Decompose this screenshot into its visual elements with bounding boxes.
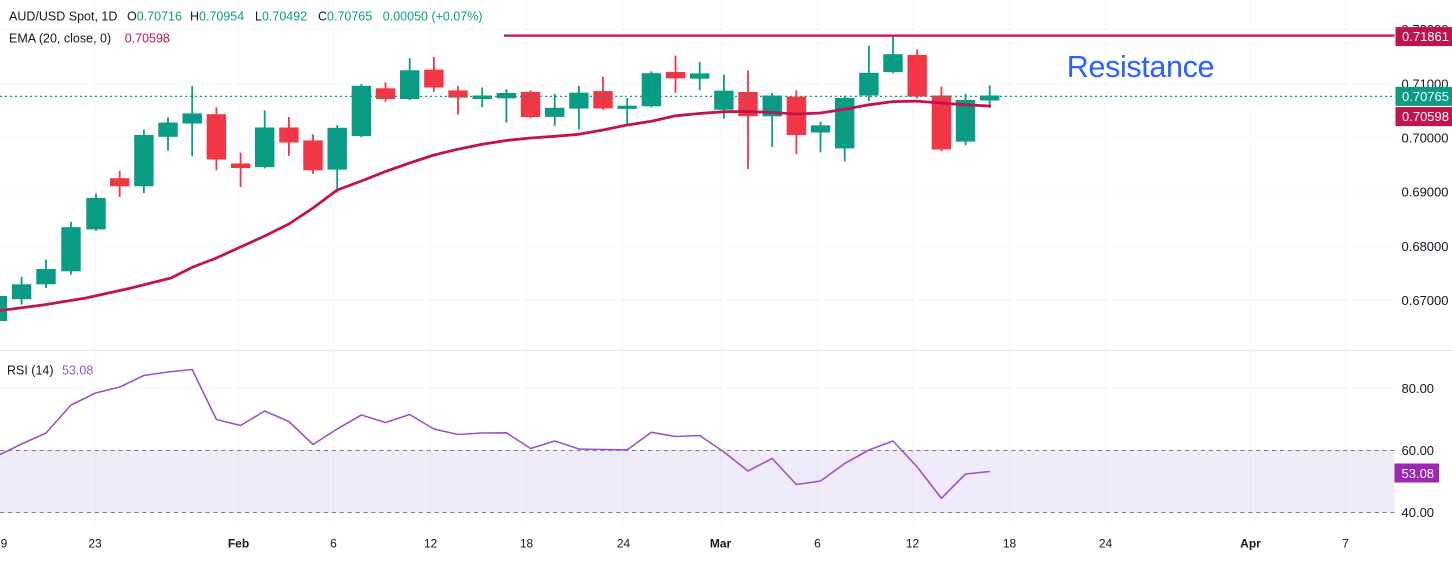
svg-text:9: 9	[1, 537, 8, 551]
svg-text:0.68000: 0.68000	[1402, 239, 1449, 254]
svg-text:18: 18	[520, 537, 534, 551]
svg-text:6: 6	[814, 537, 821, 551]
svg-text:Resistance: Resistance	[1067, 50, 1214, 84]
svg-text:12: 12	[424, 537, 438, 551]
svg-text:24: 24	[617, 537, 631, 551]
svg-text:0.70000: 0.70000	[1402, 130, 1449, 145]
svg-text:23: 23	[88, 537, 102, 551]
svg-text:Apr: Apr	[1240, 537, 1261, 551]
svg-text:80.00: 80.00	[1402, 381, 1435, 396]
svg-text:Feb: Feb	[228, 537, 249, 551]
svg-text:7: 7	[1342, 537, 1349, 551]
svg-text:24: 24	[1099, 537, 1113, 551]
svg-text:18: 18	[1003, 537, 1017, 551]
svg-text:EMA (20, close, 0): EMA (20, close, 0)	[9, 32, 111, 46]
svg-text:60.00: 60.00	[1402, 443, 1435, 458]
svg-text:40.00: 40.00	[1402, 505, 1435, 520]
svg-text:C0.70765: C0.70765	[318, 9, 372, 23]
svg-text:53.08: 53.08	[62, 364, 93, 378]
svg-text:53.08: 53.08	[1402, 466, 1435, 481]
svg-text:O0.70716: O0.70716	[127, 9, 182, 23]
svg-text:0.00050 (+0.07%): 0.00050 (+0.07%)	[383, 9, 483, 23]
svg-text:0.70598: 0.70598	[125, 32, 170, 46]
svg-text:L0.70492: L0.70492	[255, 9, 307, 23]
svg-text:0.67000: 0.67000	[1402, 293, 1449, 308]
svg-text:H0.70954: H0.70954	[190, 9, 244, 23]
svg-text:12: 12	[906, 537, 920, 551]
svg-text:6: 6	[330, 537, 337, 551]
svg-text:RSI (14): RSI (14)	[7, 364, 54, 378]
svg-text:AUD/USD Spot, 1D: AUD/USD Spot, 1D	[9, 9, 117, 23]
svg-text:0.69000: 0.69000	[1402, 185, 1449, 200]
svg-text:0.70598: 0.70598	[1402, 109, 1449, 124]
svg-text:0.71861: 0.71861	[1402, 29, 1449, 44]
svg-text:0.70765: 0.70765	[1402, 89, 1449, 104]
svg-text:Mar: Mar	[710, 537, 732, 551]
